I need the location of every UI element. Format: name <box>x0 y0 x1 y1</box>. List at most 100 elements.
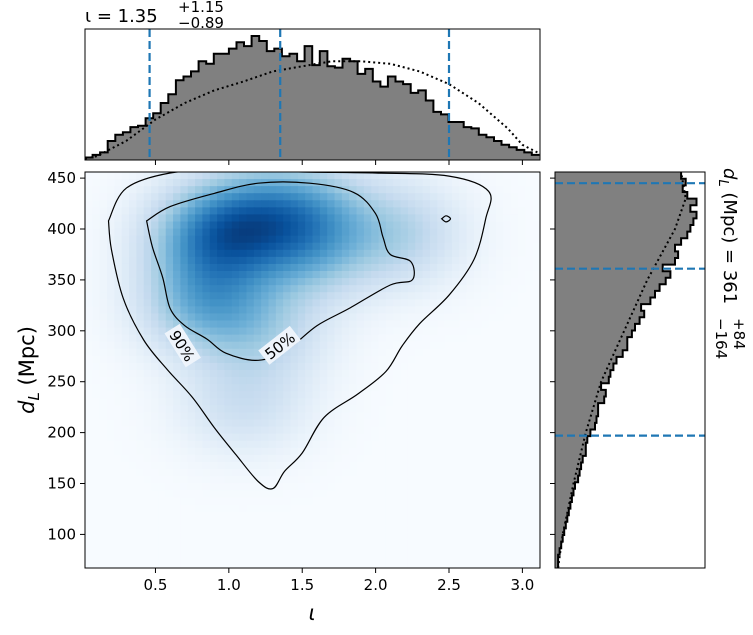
heatmap-cell <box>114 172 123 180</box>
heatmap-cell <box>481 412 490 421</box>
heatmap-cell <box>275 560 284 568</box>
heatmap-cell <box>99 249 108 258</box>
heatmap-cell <box>136 405 145 414</box>
heatmap-cell <box>349 362 358 371</box>
heatmap-cell <box>224 447 233 456</box>
heatmap-cell <box>290 483 299 491</box>
heatmap-cell <box>341 377 350 385</box>
heatmap-cell <box>268 214 277 223</box>
heatmap-cell <box>363 560 372 568</box>
heatmap-cell <box>143 398 152 406</box>
heatmap-cell <box>209 553 218 562</box>
heatmap-cell <box>415 384 424 392</box>
heatmap-cell <box>319 200 328 208</box>
heatmap-cell <box>334 334 343 343</box>
heatmap-cell <box>451 313 460 322</box>
heatmap-cell <box>349 539 358 548</box>
heatmap-cell <box>305 214 314 223</box>
heatmap-cell <box>231 341 240 350</box>
heatmap-cell <box>488 299 497 307</box>
heatmap-cell <box>202 476 211 484</box>
heatmap-cell <box>121 235 130 244</box>
heatmap-cell <box>107 263 115 272</box>
heatmap-cell <box>129 440 137 449</box>
heatmap-cell <box>224 546 233 555</box>
heatmap-cell <box>400 504 409 513</box>
heatmap-cell <box>275 200 284 208</box>
heatmap-cell <box>268 497 277 505</box>
heatmap-cell <box>99 440 108 449</box>
heatmap-cell <box>297 228 306 237</box>
heatmap-cell <box>268 200 277 208</box>
heatmap-cell <box>202 271 211 279</box>
heatmap-cell <box>503 362 512 371</box>
heatmap-cell <box>429 532 438 541</box>
heatmap-cell <box>429 271 438 279</box>
heatmap-cell <box>143 320 152 329</box>
heatmap-cell <box>283 419 292 428</box>
heatmap-cell <box>253 511 262 520</box>
heatmap-cell <box>385 320 394 329</box>
heatmap-cell <box>209 242 218 251</box>
heatmap-cell <box>202 490 211 498</box>
heatmap-cell <box>437 362 446 371</box>
heatmap-cell <box>312 327 321 336</box>
heatmap-cell <box>275 228 284 237</box>
heatmap-cell <box>143 525 152 534</box>
heatmap-cell <box>151 518 159 527</box>
heatmap-cell <box>466 228 475 237</box>
heatmap-cell <box>319 362 328 371</box>
heatmap-cell <box>239 313 248 322</box>
heatmap-cell <box>341 200 350 208</box>
heatmap-cell <box>400 419 409 428</box>
heatmap-cell <box>261 263 270 272</box>
heatmap-cell <box>393 391 402 399</box>
heatmap-cell <box>459 454 468 463</box>
heatmap-cell <box>312 490 321 498</box>
heatmap-cell <box>114 426 123 435</box>
heatmap-cell <box>385 532 394 541</box>
heatmap-cell <box>525 221 534 230</box>
heatmap-cell <box>297 398 306 406</box>
heatmap-cell <box>385 193 394 201</box>
heatmap-cell <box>121 504 130 513</box>
heatmap-cell <box>107 271 115 279</box>
heatmap-cell <box>305 355 314 364</box>
heatmap-cell <box>231 256 240 265</box>
heatmap-cell <box>290 440 299 449</box>
heatmap-cell <box>239 299 248 307</box>
heatmap-cell <box>180 256 189 265</box>
heatmap-cell <box>393 306 402 315</box>
heatmap-cell <box>231 419 240 428</box>
heatmap-cell <box>114 532 123 541</box>
heatmap-cell <box>319 483 328 491</box>
heatmap-cell <box>312 539 321 548</box>
heatmap-cell <box>275 497 284 505</box>
heatmap-cell <box>429 518 438 527</box>
heatmap-cell <box>429 172 438 180</box>
heatmap-cell <box>371 539 380 548</box>
heatmap-cell <box>85 207 93 216</box>
heatmap-cell <box>488 405 497 414</box>
heatmap-cell <box>481 511 490 520</box>
heatmap-cell <box>239 341 248 350</box>
heatmap-cell <box>473 313 482 322</box>
heatmap-cell <box>378 553 387 562</box>
iota-title-lower: −0.89 <box>178 14 224 32</box>
heatmap-cell <box>239 440 248 449</box>
heatmap-cell <box>290 256 299 265</box>
heatmap-cell <box>371 454 380 463</box>
heatmap-cell <box>429 560 438 568</box>
heatmap-cell <box>180 440 189 449</box>
heatmap-cell <box>187 221 196 230</box>
heatmap-cell <box>268 504 277 513</box>
heatmap-cell <box>473 214 482 223</box>
heatmap-cell <box>327 355 336 364</box>
heatmap-cell <box>180 553 189 562</box>
heatmap-cell <box>525 228 534 237</box>
heatmap-cell <box>209 483 218 491</box>
heatmap-cell <box>517 384 526 392</box>
heatmap-cell <box>459 553 468 562</box>
heatmap-cell <box>107 306 115 315</box>
heatmap-cell <box>510 292 519 300</box>
